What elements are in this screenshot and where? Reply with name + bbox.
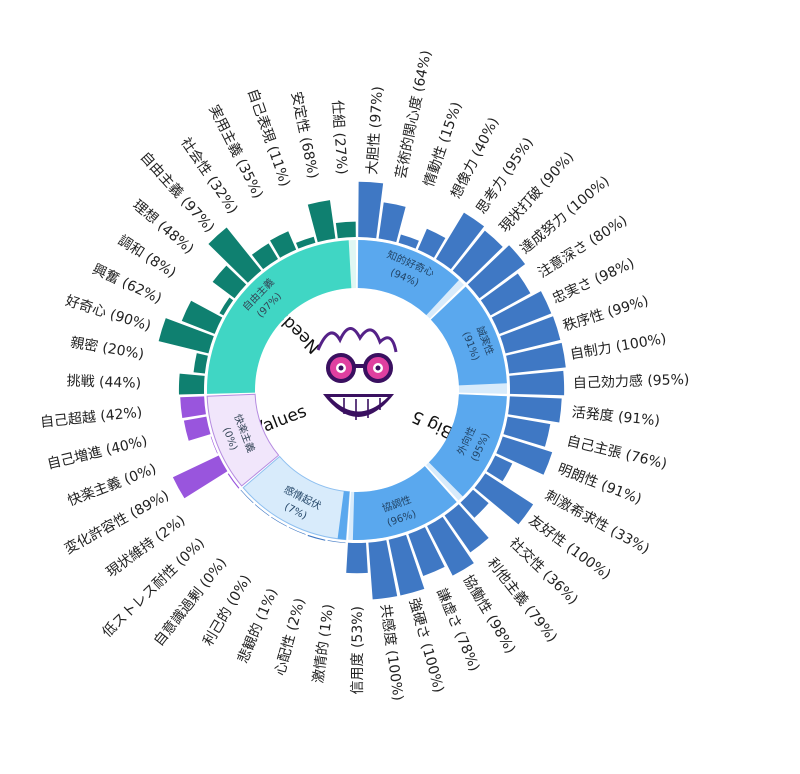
trait-bar [509,370,565,396]
trait-bar [181,300,223,334]
trait-bar [327,540,346,544]
trait-bar [444,504,489,553]
trait-bar [227,473,240,489]
trait-bar [460,489,489,518]
trait-label: 活発度 (91%) [571,405,661,430]
trait-label: 共感度 (100%) [377,603,407,702]
trait-label: 強硬さ (100%) [405,596,446,694]
trait-ring [158,181,566,600]
category-segment-background [242,455,350,541]
trait-label: 心配性 (2%) [272,596,308,677]
trait-bar [158,318,214,354]
trait-bar [295,236,316,249]
trait-label: 大胆性 (97%) [364,86,386,175]
trait-label: 自己効力感 (95%) [573,371,690,392]
group-segment [281,290,458,491]
trait-bar [307,200,336,243]
trait-bar [480,273,531,316]
trait-bar [436,212,485,270]
category-segment [337,491,350,540]
trait-bar [474,473,534,525]
trait-bar [193,353,208,374]
trait-bar [172,455,228,499]
trait-bar [212,265,247,299]
group-segment [257,290,357,393]
center-face-background [307,340,407,440]
trait-label: 自己超越 (42%) [39,405,143,431]
trait-label: 秩序性 (99%) [561,293,650,335]
trait-bar [219,297,234,316]
trait-bar [240,489,254,504]
center-face-icon [307,327,407,440]
category-segment [357,240,459,316]
trait-bar [496,436,553,475]
trait-bar [500,316,561,354]
category-segment [428,394,507,497]
trait-bar [452,230,503,283]
category-segment [352,466,457,540]
trait-label: 安定性 (68%) [288,90,321,180]
trait-bar [271,516,287,527]
trait-bar [486,455,513,482]
trait-label: 自己主張 (76%) [565,433,668,472]
category-segment [207,240,352,394]
trait-bar [208,227,262,283]
trait-bar [358,181,384,239]
trait-label: 激情的 (1%) [310,603,337,684]
trait-label: 仕組 (27%) [329,100,350,175]
trait-bar [417,228,446,258]
trait-bar [408,527,445,577]
trait-label: 自己増進 (40%) [46,433,149,472]
category-ring: 知的好奇心(94%)誠実性(91%)外向性(95%)協調性(96%)感情起伏(7… [206,240,507,541]
trait-bar [427,516,474,576]
trait-bar [503,416,551,447]
trait-bar [251,243,278,270]
trait-bar [388,534,425,596]
trait-bar [467,245,526,299]
trait-label: 挑戦 (44%) [66,373,141,391]
trait-bar [335,221,356,239]
trait-bar [491,291,552,334]
trait-bar [178,373,205,395]
trait-bar [183,416,211,441]
trait-bar [346,542,368,574]
trait-bar [288,527,306,535]
category-segment-background [206,393,280,487]
trait-label: 信用度 (53%) [350,606,366,695]
trait-bar [254,504,270,516]
trait-bar [180,396,206,419]
trait-bar [270,231,297,258]
trait-bar [508,396,562,423]
trait-bar [307,534,326,541]
trait-bar [210,436,218,454]
smiling-face-with-sunglasses-icon [316,327,398,420]
trait-bar [506,342,566,374]
trait-label: 自制力 (100%) [569,331,668,363]
trait-bar [378,202,406,243]
trait-bar [368,540,398,600]
trait-bar [398,234,419,249]
trait-label: 親密 (20%) [69,334,145,363]
category-segment [430,286,507,386]
group-segment [257,392,318,454]
